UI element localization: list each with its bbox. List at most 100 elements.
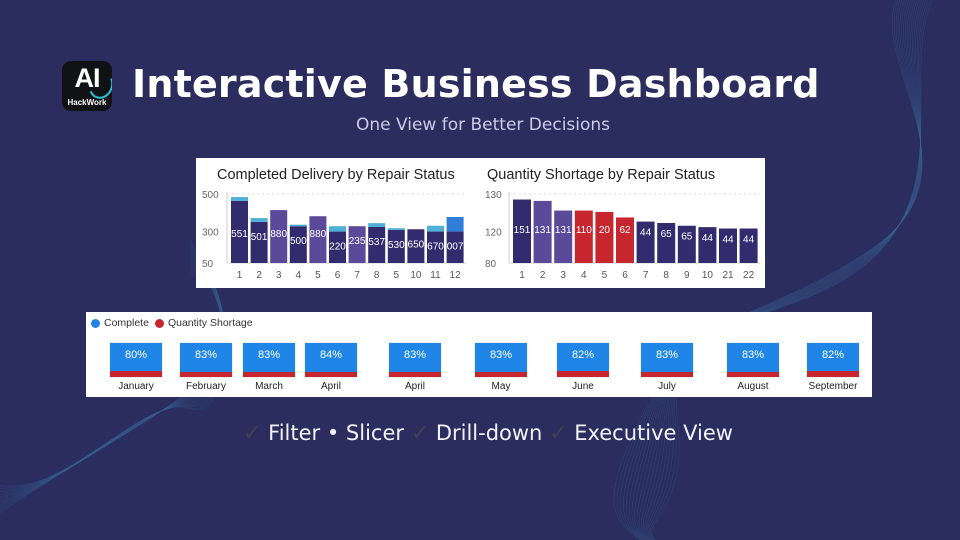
delivery-bar[interactable] (387, 230, 405, 263)
delivery-bar-top-segment[interactable] (329, 226, 346, 232)
logo-text: AI (74, 63, 101, 93)
wave-line (638, 0, 921, 540)
delivery-data-label: 220 (329, 242, 346, 253)
delivery-bar-top-segment[interactable] (231, 197, 248, 201)
month-label: April (320, 381, 341, 392)
shortage-bar[interactable] (554, 210, 573, 263)
delivery-bar-top-segment[interactable] (427, 225, 444, 232)
complete-percent-label: 80% (124, 349, 148, 361)
month-card[interactable]: 84% April (305, 343, 357, 392)
shortage-bar[interactable] (636, 221, 655, 263)
delivery-bar-top-segment[interactable] (289, 224, 307, 227)
complete-percent-label: 82% (571, 349, 595, 361)
month-card[interactable]: 82% September (807, 343, 859, 392)
month-bar[interactable]: 83% (243, 343, 295, 377)
month-card[interactable]: 83% July (641, 343, 693, 392)
complete-percent-label: 82% (821, 349, 845, 361)
shortage-bar[interactable] (657, 222, 676, 263)
shortage-bar[interactable] (616, 217, 634, 263)
wave-line (0, 263, 225, 496)
delivery-bar[interactable] (348, 226, 366, 263)
wave-line (619, 0, 923, 540)
shortage-bar[interactable] (719, 228, 737, 264)
delivery-x-tick-label: 2 (256, 270, 262, 281)
delivery-bar[interactable] (427, 231, 444, 263)
wave-line (0, 261, 225, 497)
month-bar[interactable]: 83% (727, 343, 779, 377)
month-card[interactable]: 80% January (110, 343, 162, 392)
shortage-data-label: 44 (743, 235, 755, 246)
delivery-bar-top-segment[interactable] (368, 223, 386, 227)
wave-line (623, 0, 922, 540)
shortage-y-tick-label: 80 (485, 259, 497, 270)
month-bar[interactable]: 82% (557, 343, 609, 377)
delivery-bar[interactable] (309, 216, 327, 263)
month-card[interactable]: 83% April (389, 343, 441, 392)
shortage-x-tick-label: 10 (702, 270, 714, 281)
shortage-bar[interactable] (739, 228, 758, 264)
month-bar[interactable]: 83% (389, 343, 441, 377)
month-label: January (118, 381, 154, 392)
shortage-bar[interactable] (513, 199, 531, 263)
delivery-data-label: 650 (408, 239, 425, 250)
shortage-segment (389, 372, 441, 377)
complete-percent-label: 84% (319, 349, 343, 361)
shortage-bar[interactable] (595, 211, 614, 263)
delivery-bar[interactable] (329, 231, 346, 263)
month-card[interactable]: 82% June (557, 343, 609, 392)
month-card[interactable]: 83% August (727, 343, 779, 392)
shortage-x-tick-label: 6 (622, 270, 628, 281)
shortage-data-label: 65 (661, 229, 673, 240)
delivery-data-label: 501 (251, 232, 268, 243)
delivery-data-label: 500 (290, 236, 307, 247)
feature-executive-view: Executive View (574, 421, 733, 445)
month-bar[interactable]: 82% (807, 343, 859, 377)
shortage-bar[interactable] (533, 200, 552, 263)
delivery-data-label: 007 (447, 242, 464, 253)
delivery-bar[interactable] (368, 226, 386, 263)
delivery-x-tick-label: 11 (430, 270, 441, 281)
shortage-segment (475, 372, 527, 377)
complete-percent-label: 83% (489, 349, 513, 361)
complete-percent-label: 83% (741, 349, 765, 361)
month-bar[interactable]: 83% (180, 343, 232, 377)
check-icon: ✓ (549, 421, 568, 446)
wave-line (628, 0, 922, 540)
shortage-bar[interactable] (574, 210, 593, 263)
shortage-data-label: 62 (619, 225, 631, 236)
shortage-data-label: 110 (576, 225, 592, 236)
month-bar[interactable]: 84% (305, 343, 357, 377)
delivery-data-label: 551 (231, 229, 248, 240)
complete-percent-label: 83% (655, 349, 679, 361)
legend-shortage-label: Quantity Shortage (167, 317, 253, 329)
legend-shortage[interactable]: Quantity Shortage (154, 317, 253, 329)
month-card[interactable]: 83% March (243, 343, 295, 392)
month-label: August (737, 381, 769, 392)
delivery-bar[interactable] (250, 221, 268, 263)
month-bar[interactable]: 80% (110, 343, 162, 377)
month-bar[interactable]: 83% (475, 343, 527, 377)
shortage-bar[interactable] (677, 225, 696, 263)
month-bar[interactable]: 83% (641, 343, 693, 377)
legend-complete[interactable]: Complete (91, 317, 149, 329)
delivery-x-tick-label: 6 (335, 270, 341, 281)
wave-line (644, 0, 922, 540)
month-label: March (255, 381, 283, 392)
delivery-bar-top-segment[interactable] (387, 228, 405, 231)
shortage-data-label: 65 (681, 232, 693, 243)
month-card[interactable]: 83% May (475, 343, 527, 392)
wave-line (0, 259, 225, 499)
feature-drill-down: Drill-down (435, 421, 543, 445)
delivery-bar-top-segment[interactable] (446, 217, 464, 232)
shortage-segment (807, 371, 859, 377)
shortage-bar[interactable] (698, 227, 717, 263)
delivery-bar[interactable] (289, 226, 307, 263)
wave-line (636, 0, 922, 540)
delivery-bar[interactable] (270, 210, 288, 263)
delivery-bar[interactable] (407, 229, 425, 263)
month-card[interactable]: 83% February (180, 343, 232, 392)
delivery-bar-top-segment[interactable] (250, 218, 268, 222)
delivery-bar[interactable] (446, 231, 464, 263)
delivery-bar[interactable] (231, 200, 248, 263)
wave-line (0, 272, 225, 489)
